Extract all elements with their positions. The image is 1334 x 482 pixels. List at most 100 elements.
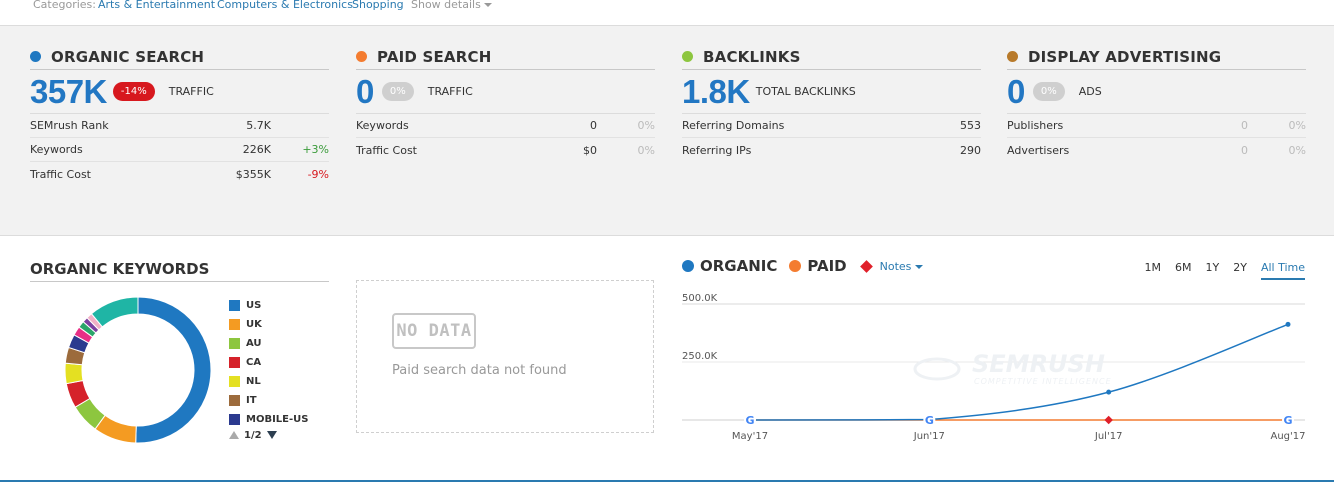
paid-keywords-empty-state: NO DATA Paid search data not found [356,280,654,433]
google-icon-glyph: G [745,414,754,427]
notes-dropdown[interactable]: Notes [859,260,924,273]
range-2y[interactable]: 2Y [1233,261,1247,274]
backlinks-total-value[interactable]: 1.8K [682,72,750,110]
donut-slice-nl[interactable] [64,362,84,385]
backlinks-header[interactable]: BACKLINKS [682,44,981,70]
category-bar: Categories: Arts & Entertainment Compute… [0,0,1334,26]
organic-keywords-donut-chart[interactable] [64,296,212,444]
organic-traffic-value[interactable]: 357K [30,72,107,110]
legend-item[interactable]: IT [229,391,308,410]
metric-row: Advertisers 0 0% [1007,138,1306,162]
organic-search-header[interactable]: ORGANIC SEARCH [30,44,329,70]
paid-traffic-value[interactable]: 0 [356,72,374,110]
paid-search-header[interactable]: PAID SEARCH [356,44,655,70]
metric-value[interactable]: $355K [235,167,271,181]
organic-point[interactable] [1285,321,1291,327]
donut-slice-other-5[interactable] [90,296,139,328]
display-ads-value[interactable]: 0 [1007,72,1025,110]
legend-item[interactable]: NL [229,372,308,391]
legend-paid-toggle[interactable]: PAID [789,257,847,275]
x-tick-label: Jul'17 [1094,431,1123,442]
legend-item[interactable]: UK [229,315,308,334]
chevron-down-icon [915,264,924,269]
organic-dot-icon [682,260,694,272]
metric-label: Referring Domains [682,119,785,132]
previous-page-icon[interactable] [229,431,239,439]
metric-change: 0% [637,119,655,132]
metric-row: Traffic Cost $355K -9% [30,162,329,186]
legend-label: UK [246,319,262,330]
backlinks-total-label: TOTAL BACKLINKS [755,85,856,98]
metric-value[interactable]: 553 [960,119,981,132]
metric-change: 0% [637,143,655,157]
metric-label: Advertisers [1007,143,1070,157]
category-link-arts[interactable]: Arts & Entertainment [98,0,216,11]
legend-paid-label: PAID [807,257,847,275]
organic-series-line[interactable] [749,323,1289,421]
metric-row: Publishers 0 0% [1007,114,1306,138]
organic-point[interactable] [1106,389,1112,395]
backlinks-total-row: 1.8K TOTAL BACKLINKS [682,70,981,114]
range-all-time[interactable]: All Time [1260,258,1305,280]
range-6m[interactable]: 6M [1175,261,1192,274]
organic-search-widget: ORGANIC SEARCH 357K -14% TRAFFIC SEMrush… [30,44,329,186]
display-advertising-widget: DISPLAY ADVERTISING 0 0% ADS Publishers 0… [1007,44,1306,162]
legend-item[interactable]: US [229,296,308,315]
display-dot-icon [1007,51,1018,62]
paid-search-title: PAID SEARCH [377,47,492,66]
show-details-toggle[interactable]: Show details [411,0,492,11]
next-page-icon[interactable] [266,431,277,439]
metric-value[interactable]: 290 [960,143,981,157]
google-update-icon[interactable]: G [744,414,756,427]
legend-swatch [229,395,240,406]
semrush-logo-icon [913,357,961,381]
display-advertising-title: DISPLAY ADVERTISING [1028,47,1222,66]
x-tick-label: Aug'17 [1271,431,1306,442]
organic-keywords-title[interactable]: ORGANIC KEYWORDS [30,256,329,282]
metric-value[interactable]: 0 [1241,143,1248,157]
legend-item[interactable]: AU [229,334,308,353]
metric-label: Keywords [30,143,83,156]
organic-traffic-row: 357K -14% TRAFFIC [30,70,329,114]
category-link-computers[interactable]: Computers & Electronics [217,0,353,11]
legend-label: NL [246,376,261,387]
legend-pager: 1/2 [229,427,308,443]
metric-value[interactable]: $0 [583,143,597,157]
display-ads-label: ADS [1078,85,1102,98]
legend-item[interactable]: MOBILE-US [229,410,308,429]
category-link-shopping[interactable]: Shopping [352,0,404,11]
note-marker-icon[interactable] [1104,415,1113,425]
metric-value[interactable]: 0 [590,119,597,132]
metric-value[interactable]: 0 [1241,119,1248,132]
legend-label: IT [246,395,257,406]
legend-organic-toggle[interactable]: ORGANIC [682,257,777,275]
donut-slice-us[interactable] [135,296,212,444]
metric-value[interactable]: 5.7K [246,119,271,132]
semrush-watermark: SEMRUSH [972,350,1105,378]
legend-swatch [229,319,240,330]
google-update-icon[interactable]: G [1282,414,1294,427]
notes-diamond-icon [859,259,873,273]
backlinks-dot-icon [682,51,693,62]
legend-item[interactable]: CA [229,353,308,372]
google-icon-bg [744,414,756,426]
range-1m[interactable]: 1M [1144,261,1162,274]
google-icon-glyph: G [925,414,934,427]
legend-label: AU [246,338,262,349]
legend-swatch [229,414,240,425]
trend-chart-legend: ORGANIC PAID Notes [682,256,935,276]
metric-label: Referring IPs [682,143,752,157]
paid-traffic-change-badge: 0% [381,82,414,101]
display-advertising-header[interactable]: DISPLAY ADVERTISING [1007,44,1306,70]
google-icon-glyph: G [1283,414,1292,427]
bottom-divider [0,480,1334,482]
google-update-icon[interactable]: G [923,414,936,427]
categories-label: Categories: [33,0,96,11]
google-icon-bg [923,414,936,426]
metric-change: +3% [302,143,329,156]
metric-value[interactable]: 226K [242,143,271,156]
y-tick-label: 250.0K [682,351,718,362]
backlinks-title: BACKLINKS [703,47,801,66]
range-1y[interactable]: 1Y [1205,261,1220,274]
